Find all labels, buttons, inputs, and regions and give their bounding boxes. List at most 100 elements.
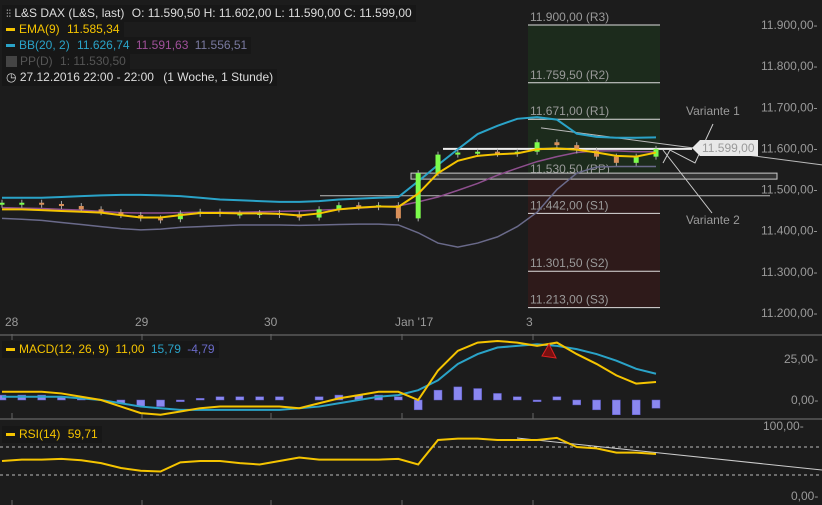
legend-macd[interactable]: MACD(12, 26, 9) 11,00 15,79 -4,79 [2,341,219,358]
legend-bb[interactable]: BB(20, 2) 11.626,74 11.591,63 11.556,51 [2,37,252,54]
candle [98,209,104,213]
rsi-line [1,436,657,473]
macd-axis-label: 0,00- [791,393,818,407]
candle [336,205,342,210]
ema-value: 11.585,34 [67,22,120,36]
instrument-name: L&S DAX (L&S, last) [14,6,125,20]
timestamp: 27.12.2016 22:00 - 22:00 [19,70,154,84]
price-axis-label: 11.800,00- [761,59,818,73]
bb-lower-value: 11.556,51 [194,38,248,52]
macd-line [2,339,657,416]
macd-histogram-bar [651,399,661,409]
macd-histogram-bar [612,399,621,416]
macd-signal-value: 15,79 [150,342,181,356]
candle [633,156,639,163]
candle [356,205,362,208]
macd-histogram-bar [275,396,284,401]
candle [455,152,461,155]
macd-value: 11,00 [115,342,145,356]
variant-2-label: Variante 2 [686,213,740,227]
candle [19,202,25,205]
macd-histogram-bar [473,388,482,401]
pivot-label: 11.301,50 (S2) [530,256,609,270]
candle [613,156,619,163]
range-rectangle [410,172,778,180]
macd-histogram-bar [176,399,185,402]
time-axis-label: 3 [526,315,533,329]
macd-histogram-bar [592,399,601,411]
candle [475,151,481,154]
bb-mid-line [1,150,656,214]
time-axis-label: Jan '17 [395,315,434,329]
price-axis-label: 11.300,00- [761,265,818,279]
macd-swatch-icon [6,348,15,352]
indicator-settings-icon[interactable]: ⫶⫶ [6,9,11,20]
candle [435,154,441,174]
price-axis-label: 11.400,00- [761,224,818,238]
ema-label: EMA(9) [19,22,60,36]
candle [0,202,5,205]
macd-histogram-bar [572,399,581,406]
bb-upper-value: 11.626,74 [77,38,130,52]
legend-ema[interactable]: EMA(9) 11.585,34 [2,21,124,38]
candle [574,145,580,151]
pivot-label: 11.530,50 (PP) [530,162,610,176]
pivot-label: 11.213,00 (S3) [530,293,609,307]
rsi-axis-label: 0,00- [791,489,818,503]
macd-histogram-bar [532,399,542,402]
candle [58,203,64,207]
last-price-badge [692,140,758,156]
legend-rsi[interactable]: RSI(14) 59,71 [2,426,102,443]
macd-histogram-bar [195,398,205,401]
price-axis-label: 11.200,00- [761,306,818,320]
candle [177,213,183,220]
macd-histogram-value: -4,79 [187,342,215,356]
legend-instrument: ⫶⫶ L&S DAX (L&S, last) O: 11.590,50 H: 1… [2,5,416,22]
bb-mid-value: 11.591,63 [135,38,189,52]
pivot-label: 11.671,00 (R1) [530,104,609,118]
pp-swatch-icon [6,56,17,68]
candle [237,213,243,216]
pivot-label: 11.900,00 (R3) [530,10,609,24]
candle [395,205,401,219]
macd-histogram-bar [255,396,264,401]
macd-histogram-bar [631,399,641,416]
ema-swatch-icon [6,28,15,32]
time-axis-label: 29 [135,315,149,329]
macd-histogram-bar [156,399,165,407]
candle [39,202,45,205]
macd-histogram-bar [453,386,463,401]
macd-histogram-bar [314,396,324,401]
candle [494,151,500,154]
bb-lower-line [1,165,656,248]
rsi-value: 59,71 [67,427,98,441]
candle [534,142,540,152]
pivot-label: 11.759,50 (R2) [530,68,609,82]
macd-histogram-bar [215,396,225,401]
macd-histogram-bar [235,396,245,401]
sell-signal-icon [541,342,557,359]
macd-histogram-bar [513,396,522,401]
macd-histogram-bar [493,393,502,401]
candle [158,218,164,221]
macd-histogram-bar [413,399,423,411]
macd-histogram-bar [552,396,562,401]
rsi-trend-line [516,437,822,471]
price-axis-label: 11.600,00- [761,141,818,155]
candle [554,142,560,146]
pp-label: PP(D) [20,54,53,68]
last-price-label: 11.599,00 [702,141,755,155]
pivot-bear-zone [528,177,660,308]
variant-2-path [662,149,713,214]
candle [415,173,421,219]
rsi-label: RSI(14) [19,427,61,441]
pp-value: 1: 11.530,50 [60,54,126,68]
time-axis-label: 30 [264,315,278,329]
candle [118,212,124,216]
price-axis-label: 11.500,00- [761,183,818,197]
rsi-swatch-icon [6,433,15,437]
time-axis-label: 28 [5,315,19,329]
legend-pp[interactable]: PP(D) 1: 11.530,50 [2,53,130,70]
clock-icon: ◷ [6,70,17,84]
